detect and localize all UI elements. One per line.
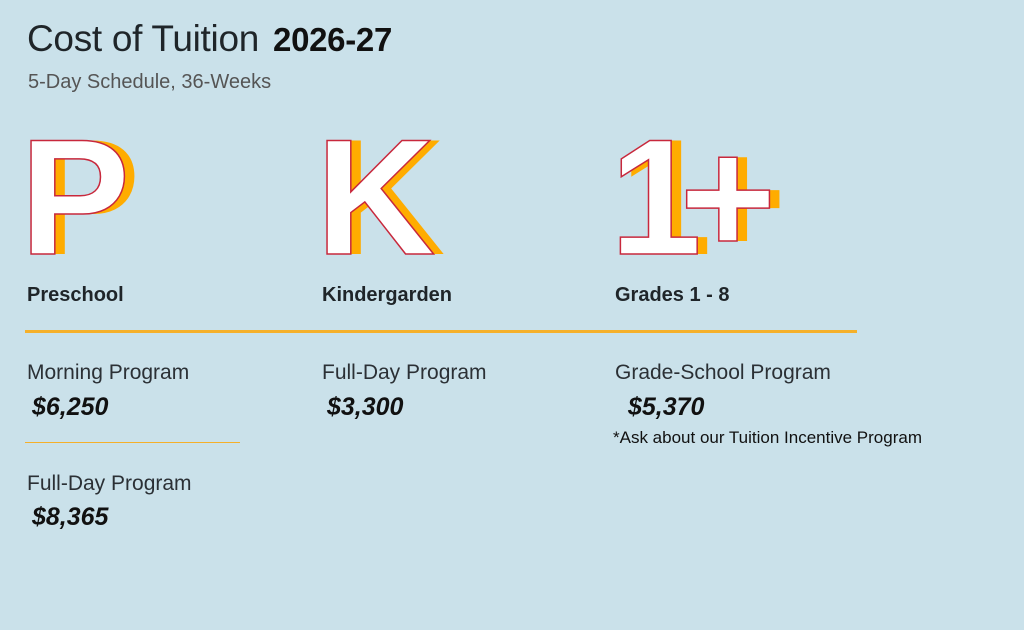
program-name: Full-Day Program <box>322 361 487 384</box>
incentive-note: *Ask about our Tuition Incentive Program <box>613 428 922 447</box>
program-price: $6,250 <box>32 393 109 421</box>
category-kindergarden: Kindergarden <box>322 284 453 306</box>
title-text: Cost of Tuition <box>27 18 260 59</box>
program-price: $5,370 <box>628 393 705 421</box>
glyph-grades: 1+ <box>609 105 777 289</box>
program-price: $8,365 <box>32 503 109 531</box>
year: 2026-27 <box>273 21 393 58</box>
divider <box>25 330 857 333</box>
page-title: Cost of Tuition 2026-27 <box>27 18 392 60</box>
divider <box>25 442 240 443</box>
program-name: Grade-School Program <box>615 361 831 384</box>
program-name: Morning Program <box>27 361 190 384</box>
glyph-kindergarden: K <box>315 105 436 289</box>
category-grades: Grades 1 - 8 <box>615 284 730 306</box>
program-name: Full-Day Program <box>27 472 192 495</box>
category-preschool: Preschool <box>27 284 124 306</box>
subtitle: 5-Day Schedule, 36-Weeks <box>28 71 272 93</box>
glyph-preschool: P <box>19 105 131 289</box>
program-price: $3,300 <box>327 393 404 421</box>
